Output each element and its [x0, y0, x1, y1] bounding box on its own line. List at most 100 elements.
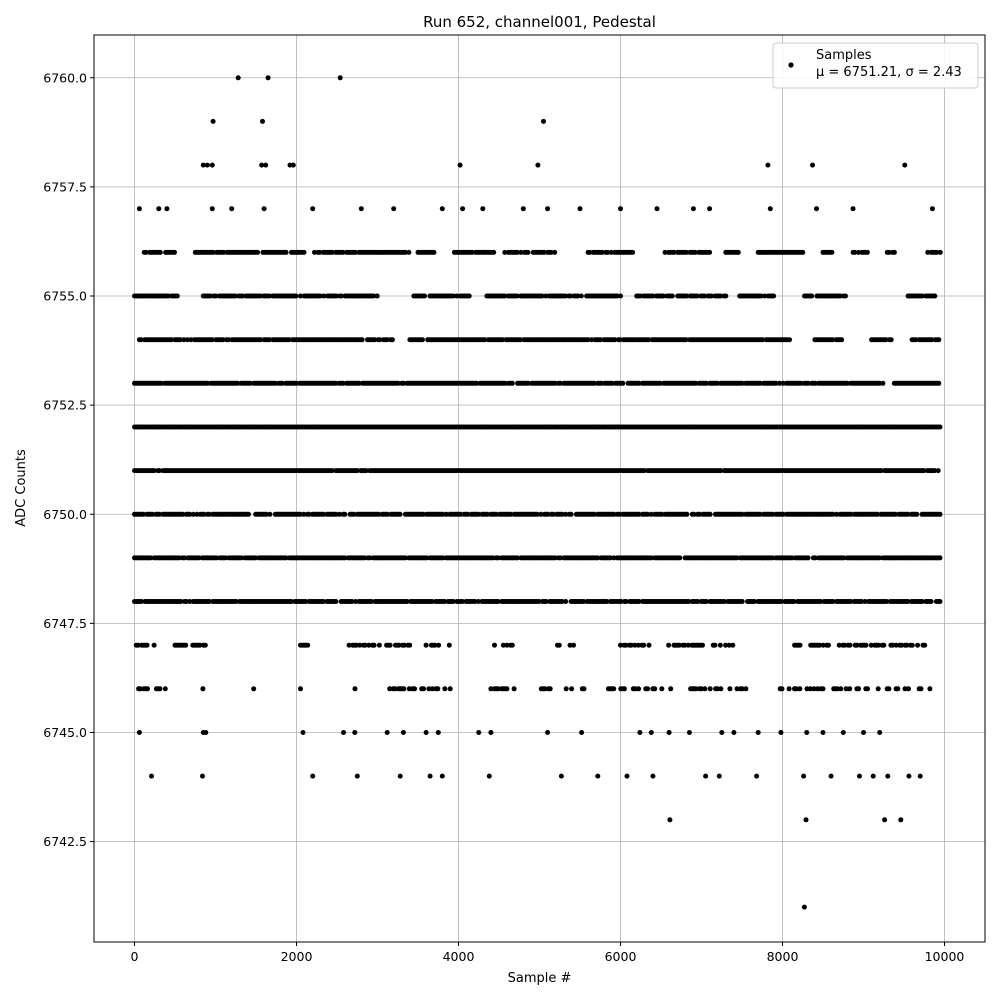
- data-point: [395, 380, 401, 386]
- data-point: [474, 380, 480, 386]
- data-point: [491, 249, 497, 255]
- data-point: [660, 293, 666, 299]
- data-point: [253, 555, 259, 561]
- data-point: [420, 511, 426, 517]
- data-point: [650, 773, 656, 779]
- data-point: [353, 249, 358, 255]
- data-point: [137, 686, 143, 692]
- data-point: [459, 599, 465, 604]
- data-point: [149, 511, 155, 517]
- data-point: [185, 337, 190, 343]
- data-point: [545, 206, 551, 212]
- data-point: [752, 599, 758, 604]
- data-point: [525, 249, 531, 255]
- data-point: [758, 293, 764, 299]
- data-point: [258, 337, 263, 343]
- data-point: [165, 293, 171, 299]
- data-point: [490, 555, 496, 561]
- x-axis-label: Sample #: [508, 971, 572, 986]
- data-point: [508, 511, 513, 517]
- data-point: [486, 773, 492, 779]
- data-point: [848, 599, 854, 604]
- data-point: [826, 642, 831, 648]
- data-point: [457, 162, 463, 168]
- data-point: [731, 730, 737, 735]
- data-point: [431, 249, 437, 255]
- data-point: [136, 206, 142, 212]
- data-point: [682, 642, 688, 648]
- data-point: [442, 599, 448, 604]
- data-point: [828, 773, 834, 779]
- data-point: [719, 730, 725, 735]
- data-point: [704, 380, 709, 386]
- data-point: [235, 380, 241, 386]
- data-point: [646, 642, 652, 648]
- data-point: [251, 686, 257, 692]
- data-point: [333, 599, 339, 604]
- data-point: [780, 380, 786, 386]
- data-point: [333, 511, 339, 517]
- data-point: [762, 293, 768, 299]
- data-point: [306, 511, 312, 517]
- data-point: [362, 642, 368, 648]
- data-point: [190, 511, 196, 517]
- data-point: [423, 730, 429, 735]
- data-point: [543, 293, 549, 299]
- data-point: [657, 380, 663, 386]
- data-point: [260, 118, 265, 124]
- data-point: [200, 773, 205, 779]
- y-tick-label: 6745.0: [43, 725, 87, 740]
- data-point: [136, 730, 142, 735]
- data-point: [856, 686, 862, 692]
- data-point: [581, 686, 587, 692]
- data-point: [797, 642, 803, 648]
- data-point: [798, 380, 804, 386]
- data-point: [209, 162, 215, 168]
- data-point: [704, 599, 709, 604]
- data-point: [429, 599, 435, 604]
- data-point: [472, 599, 478, 604]
- data-point: [635, 642, 641, 648]
- legend-marker: [788, 62, 794, 68]
- data-point: [666, 642, 672, 648]
- data-point: [662, 249, 668, 255]
- data-point: [301, 511, 307, 517]
- data-point: [937, 511, 943, 517]
- data-point: [904, 642, 910, 648]
- data-point: [293, 293, 299, 299]
- data-point: [432, 642, 438, 648]
- data-point: [875, 686, 881, 692]
- data-point: [709, 293, 714, 299]
- data-point: [443, 511, 449, 517]
- data-point: [480, 206, 486, 212]
- data-point: [770, 511, 775, 517]
- plot-frame: [93, 34, 986, 943]
- data-point: [805, 380, 811, 386]
- data-point: [177, 337, 183, 343]
- data-point: [266, 337, 272, 343]
- data-point: [401, 686, 407, 692]
- data-point: [839, 337, 845, 343]
- data-point: [371, 293, 377, 299]
- data-point: [401, 642, 407, 648]
- data-point: [803, 817, 809, 823]
- data-point: [696, 511, 702, 517]
- data-point: [801, 904, 807, 910]
- data-point: [541, 249, 547, 255]
- data-point: [563, 686, 569, 692]
- data-point: [552, 249, 558, 255]
- data-point: [770, 555, 775, 561]
- data-point: [899, 642, 905, 648]
- data-point: [162, 686, 168, 692]
- data-point: [854, 642, 860, 648]
- data-point: [884, 599, 889, 604]
- data-point: [932, 293, 938, 299]
- data-point: [718, 468, 724, 474]
- data-point: [771, 293, 777, 299]
- data-point: [442, 686, 448, 692]
- data-point: [850, 206, 856, 212]
- data-point: [397, 773, 403, 779]
- data-point: [641, 468, 647, 474]
- data-point: [632, 686, 638, 692]
- data-point: [515, 555, 521, 561]
